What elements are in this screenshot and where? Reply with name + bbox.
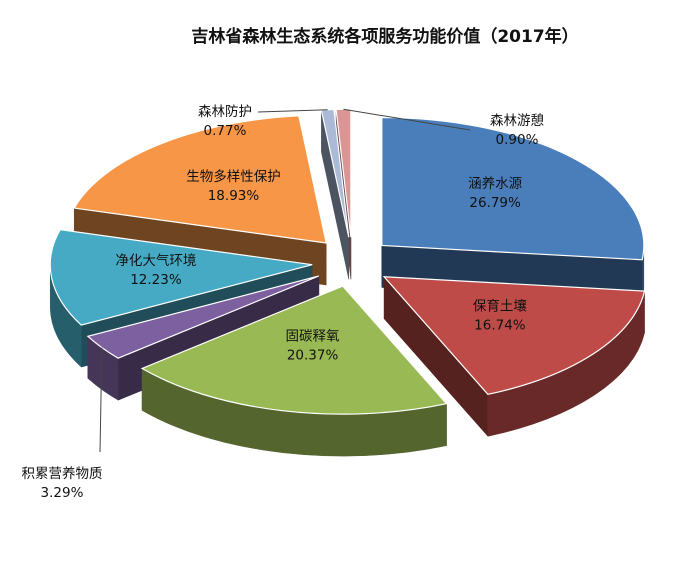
pie-labels: 涵养水源 26.79% 保育土壤 16.74% 固碳释氧 20.37% 积累营养物质 3.29… — [22, 104, 545, 501]
slice-name-label: 森林游憩 — [490, 112, 544, 129]
pie-slice-2 — [382, 276, 646, 437]
pie-slice-3 — [140, 285, 448, 457]
slice-value-label: 12.23% — [130, 272, 182, 288]
slice-value-label: 0.90% — [496, 132, 539, 148]
slice-top-face — [73, 115, 328, 244]
slice-name-label: 森林防护 — [198, 104, 252, 120]
slice-top-face — [49, 229, 313, 326]
slice-value-label: 18.93% — [208, 188, 260, 204]
pie-slices — [49, 108, 646, 457]
chart-title: 吉林省森林生态系统各项服务功能价值（2017年） — [191, 26, 578, 47]
slice-name-label: 固碳释氧 — [286, 328, 340, 344]
slice-value-label: 20.37% — [287, 347, 339, 363]
slice-top-face — [140, 285, 448, 415]
leader-line — [257, 109, 328, 113]
leader-line — [343, 108, 471, 131]
slice-top-face — [86, 275, 320, 359]
pie-slice-7 — [320, 108, 350, 280]
slice-top-face — [382, 276, 646, 395]
slice-name-label: 净化大气环境 — [115, 253, 196, 269]
slice-value-label: 3.29% — [41, 485, 84, 501]
leader-line — [99, 347, 103, 453]
slice-name-label: 保育土壤 — [473, 298, 527, 315]
slice-name-label: 积累营养物质 — [22, 466, 103, 482]
slice-value-label: 16.74% — [474, 318, 526, 334]
slice-name-label: 生物多样性保护 — [186, 168, 281, 185]
slice-top-face — [381, 116, 645, 261]
slice-value-label: 0.77% — [204, 123, 247, 139]
slice-name-label: 涵养水源 — [468, 176, 522, 192]
slice-value-label: 26.79% — [469, 195, 521, 211]
